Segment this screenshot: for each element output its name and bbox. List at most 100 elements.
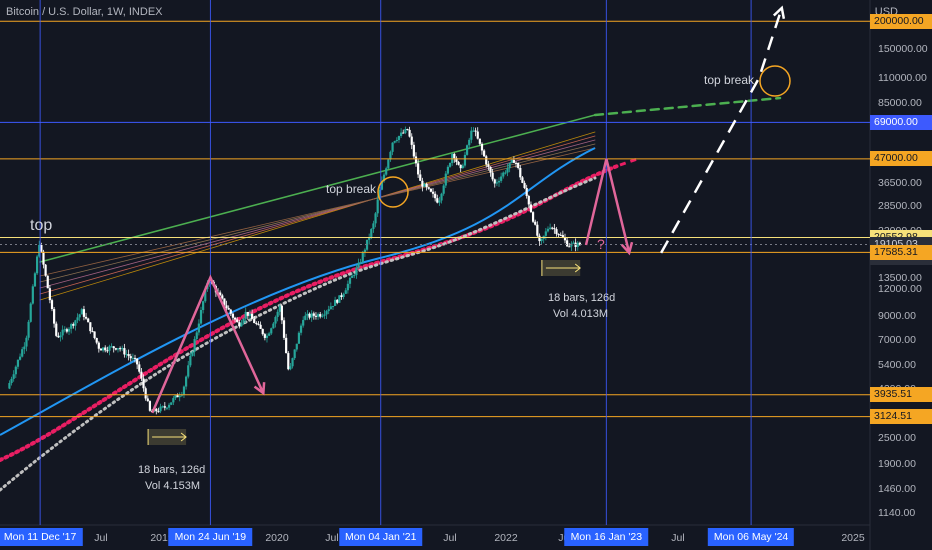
- candle-body: [355, 267, 358, 276]
- candle-body: [227, 307, 230, 310]
- candle-body: [487, 164, 490, 167]
- candle-body: [197, 323, 200, 333]
- candle-body: [21, 349, 24, 357]
- candle-body: [336, 299, 339, 303]
- candle-body: [10, 378, 13, 384]
- candle-body: [393, 141, 396, 143]
- candle-body: [406, 129, 409, 131]
- candle-body: [261, 328, 264, 335]
- pink-band-projection: [619, 156, 641, 167]
- candle-body: [268, 333, 271, 336]
- candle-body: [65, 329, 68, 332]
- candle-body: [438, 200, 441, 203]
- price-level-label: 3935.51: [870, 387, 932, 403]
- candle-body: [140, 371, 143, 379]
- candle-body: [523, 182, 526, 189]
- candle-body: [244, 311, 247, 319]
- candle-body: [110, 346, 113, 348]
- candle-body: [48, 288, 51, 301]
- vertical-markers: [39, 0, 752, 525]
- candle-body: [27, 321, 30, 338]
- candle-body: [327, 309, 330, 312]
- candle-body: [472, 130, 475, 132]
- candle-body: [182, 386, 186, 395]
- candle-body: [61, 329, 64, 336]
- candle-body: [278, 305, 281, 312]
- candle-body: [144, 388, 147, 399]
- candle-body: [555, 229, 558, 234]
- candle-body: [436, 198, 439, 203]
- candle-body: [361, 252, 364, 263]
- top-break-circle: [377, 176, 409, 208]
- candle-body: [123, 348, 126, 355]
- candle-body: [104, 347, 107, 351]
- candle-body: [223, 298, 226, 306]
- candle-body: [548, 227, 552, 229]
- candle-body: [295, 343, 298, 350]
- candle-body: [121, 348, 124, 350]
- candle-body: [250, 313, 254, 319]
- candle-body: [285, 337, 288, 354]
- top-break-label-2: top break: [704, 73, 755, 87]
- date-range-arrow: [180, 432, 187, 442]
- candle-body: [246, 311, 249, 316]
- candle-body: [167, 404, 171, 408]
- candle-body: [457, 161, 460, 165]
- price-level-label: 69000.00: [870, 114, 932, 130]
- candle-body: [353, 275, 356, 277]
- candle-body: [76, 317, 79, 321]
- candle-body: [16, 359, 20, 367]
- candle-body: [67, 328, 71, 332]
- price-tick: 110000.00: [878, 72, 927, 85]
- candle-body: [240, 322, 243, 327]
- candle-body: [404, 129, 407, 133]
- candle-body: [495, 182, 498, 184]
- candle-body: [80, 309, 83, 315]
- candle-body: [359, 262, 362, 264]
- candle-body: [342, 293, 345, 297]
- candle-body: [129, 356, 132, 359]
- time-highlight-label: Mon 24 Jun '19: [168, 528, 253, 546]
- candle-body: [363, 249, 367, 253]
- candle-body: [253, 318, 256, 324]
- candle-body: [93, 331, 96, 338]
- candle-body: [568, 246, 571, 248]
- candle-body: [302, 319, 305, 326]
- time-tick: 2019: [150, 532, 174, 544]
- candle-body: [70, 324, 73, 329]
- candle-body: [468, 139, 471, 146]
- candle-body: [293, 349, 296, 359]
- range-2-volume: Vol 4.013M: [553, 308, 609, 320]
- grey-dotted-band: [0, 176, 597, 492]
- time-tick: Jul: [94, 532, 108, 544]
- candle-body: [408, 129, 411, 137]
- candle-body: [314, 315, 318, 317]
- candle-body: [23, 346, 26, 350]
- candle-body: [306, 313, 309, 316]
- candle-body: [106, 350, 109, 352]
- price-tick: 150000.00: [878, 42, 928, 55]
- candle-body: [8, 383, 11, 389]
- time-tick: 2020: [265, 532, 289, 544]
- candle-body: [316, 314, 320, 317]
- candle-body: [538, 235, 541, 242]
- candle-body: [12, 374, 15, 379]
- candle-body: [276, 311, 279, 317]
- candle-body: [578, 242, 581, 245]
- green-trendline: [39, 114, 596, 263]
- candle-body: [187, 365, 190, 377]
- candle-body: [259, 324, 262, 329]
- candle-body: [155, 408, 158, 412]
- candle-body: [508, 162, 511, 169]
- candle-body: [304, 315, 307, 320]
- candle-body: [114, 348, 117, 350]
- candle-body: [323, 314, 326, 316]
- time-highlight-label: Mon 06 May '24: [707, 528, 795, 546]
- price-tick: 13500.00: [878, 271, 922, 284]
- candle-body: [25, 337, 28, 347]
- candle-body: [391, 142, 394, 152]
- candle-body: [308, 313, 311, 318]
- candle-body: [483, 150, 486, 157]
- candle-body: [204, 289, 207, 302]
